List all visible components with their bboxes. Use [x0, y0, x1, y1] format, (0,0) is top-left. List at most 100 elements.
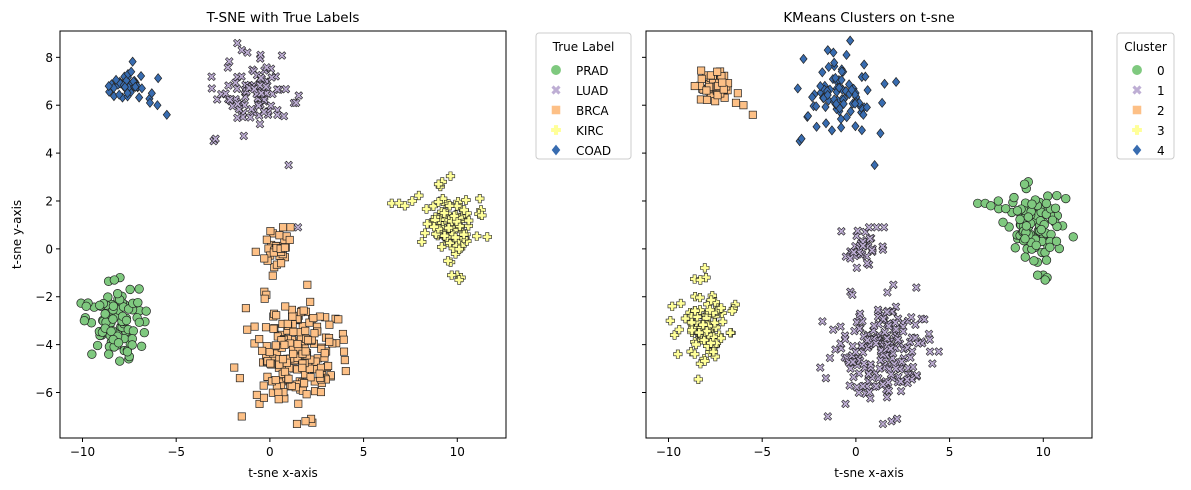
- legend-label: 3: [1157, 124, 1165, 138]
- point: [897, 357, 906, 366]
- point: [889, 280, 898, 290]
- point: [924, 329, 934, 339]
- point: [293, 223, 303, 232]
- point: [882, 334, 892, 343]
- point: [450, 249, 461, 259]
- x-axis-label: t-sne x-axis: [834, 466, 904, 480]
- point: [869, 321, 879, 331]
- series-0: [973, 177, 1078, 285]
- point: [278, 355, 287, 364]
- point: [133, 297, 143, 308]
- y-tick-label: −6: [35, 386, 53, 400]
- point: [1052, 190, 1062, 201]
- point: [278, 223, 288, 232]
- point: [211, 134, 220, 144]
- point: [475, 193, 485, 204]
- point: [261, 82, 271, 92]
- point: [339, 335, 348, 344]
- point: [127, 66, 136, 77]
- point: [271, 376, 280, 385]
- point: [908, 362, 918, 372]
- point: [799, 53, 808, 64]
- point: [263, 372, 272, 381]
- x-axis-ticks: −10 −5 0 5 10: [656, 438, 1051, 459]
- point: [842, 49, 851, 61]
- point: [340, 347, 349, 356]
- point: [147, 88, 156, 99]
- point: [1001, 203, 1011, 214]
- point: [95, 300, 105, 310]
- point: [259, 393, 268, 402]
- point: [291, 98, 301, 108]
- point: [848, 290, 857, 300]
- point: [898, 327, 908, 336]
- legend-item: LUAD: [551, 84, 608, 98]
- x-tick-label: 0: [852, 445, 860, 459]
- point: [690, 82, 699, 91]
- point: [702, 95, 711, 104]
- point: [277, 51, 287, 60]
- point: [262, 63, 271, 72]
- point: [891, 364, 901, 373]
- point: [733, 89, 742, 98]
- point: [284, 374, 293, 383]
- y-tick-label: 8: [45, 51, 53, 65]
- point: [816, 81, 825, 92]
- point: [207, 72, 216, 81]
- point: [673, 349, 683, 359]
- point: [878, 242, 887, 251]
- point: [986, 201, 996, 211]
- point: [727, 306, 737, 316]
- point: [871, 339, 881, 348]
- point: [274, 395, 283, 404]
- point: [855, 309, 865, 319]
- point: [280, 367, 289, 376]
- point: [706, 295, 716, 305]
- point: [246, 113, 255, 122]
- point: [808, 92, 817, 103]
- legend-label: COAD: [576, 144, 611, 158]
- point: [911, 320, 920, 330]
- point: [835, 82, 844, 93]
- point: [121, 315, 132, 326]
- point: [277, 259, 286, 268]
- point: [863, 335, 872, 345]
- point: [459, 229, 469, 240]
- point: [1050, 203, 1061, 213]
- point: [716, 303, 726, 313]
- chart-title: T-SNE with True Labels: [206, 10, 360, 26]
- point: [669, 330, 680, 340]
- point: [112, 289, 123, 299]
- point: [695, 292, 705, 303]
- point: [852, 263, 862, 273]
- point: [439, 208, 449, 218]
- point: [883, 288, 892, 297]
- point: [280, 340, 289, 349]
- point: [265, 348, 274, 357]
- point: [320, 349, 329, 358]
- point: [845, 254, 855, 263]
- point: [846, 35, 855, 46]
- point: [289, 349, 298, 358]
- point: [100, 309, 110, 319]
- point: [863, 85, 872, 96]
- point: [482, 232, 492, 242]
- point: [821, 118, 831, 129]
- point: [887, 416, 896, 426]
- point: [1052, 221, 1062, 232]
- point: [875, 364, 884, 373]
- point: [847, 84, 856, 96]
- legend-label: KIRC: [576, 124, 604, 138]
- point: [128, 326, 139, 336]
- point: [829, 47, 838, 58]
- point: [285, 235, 294, 244]
- point: [433, 179, 444, 189]
- scatter-points: [76, 38, 492, 428]
- y-tick-label: −4: [35, 338, 53, 352]
- point: [1051, 236, 1062, 246]
- point: [878, 97, 887, 108]
- point: [92, 340, 103, 351]
- point: [444, 223, 454, 233]
- y-tick-label: −2: [35, 290, 53, 304]
- series-KIRC: [387, 171, 492, 285]
